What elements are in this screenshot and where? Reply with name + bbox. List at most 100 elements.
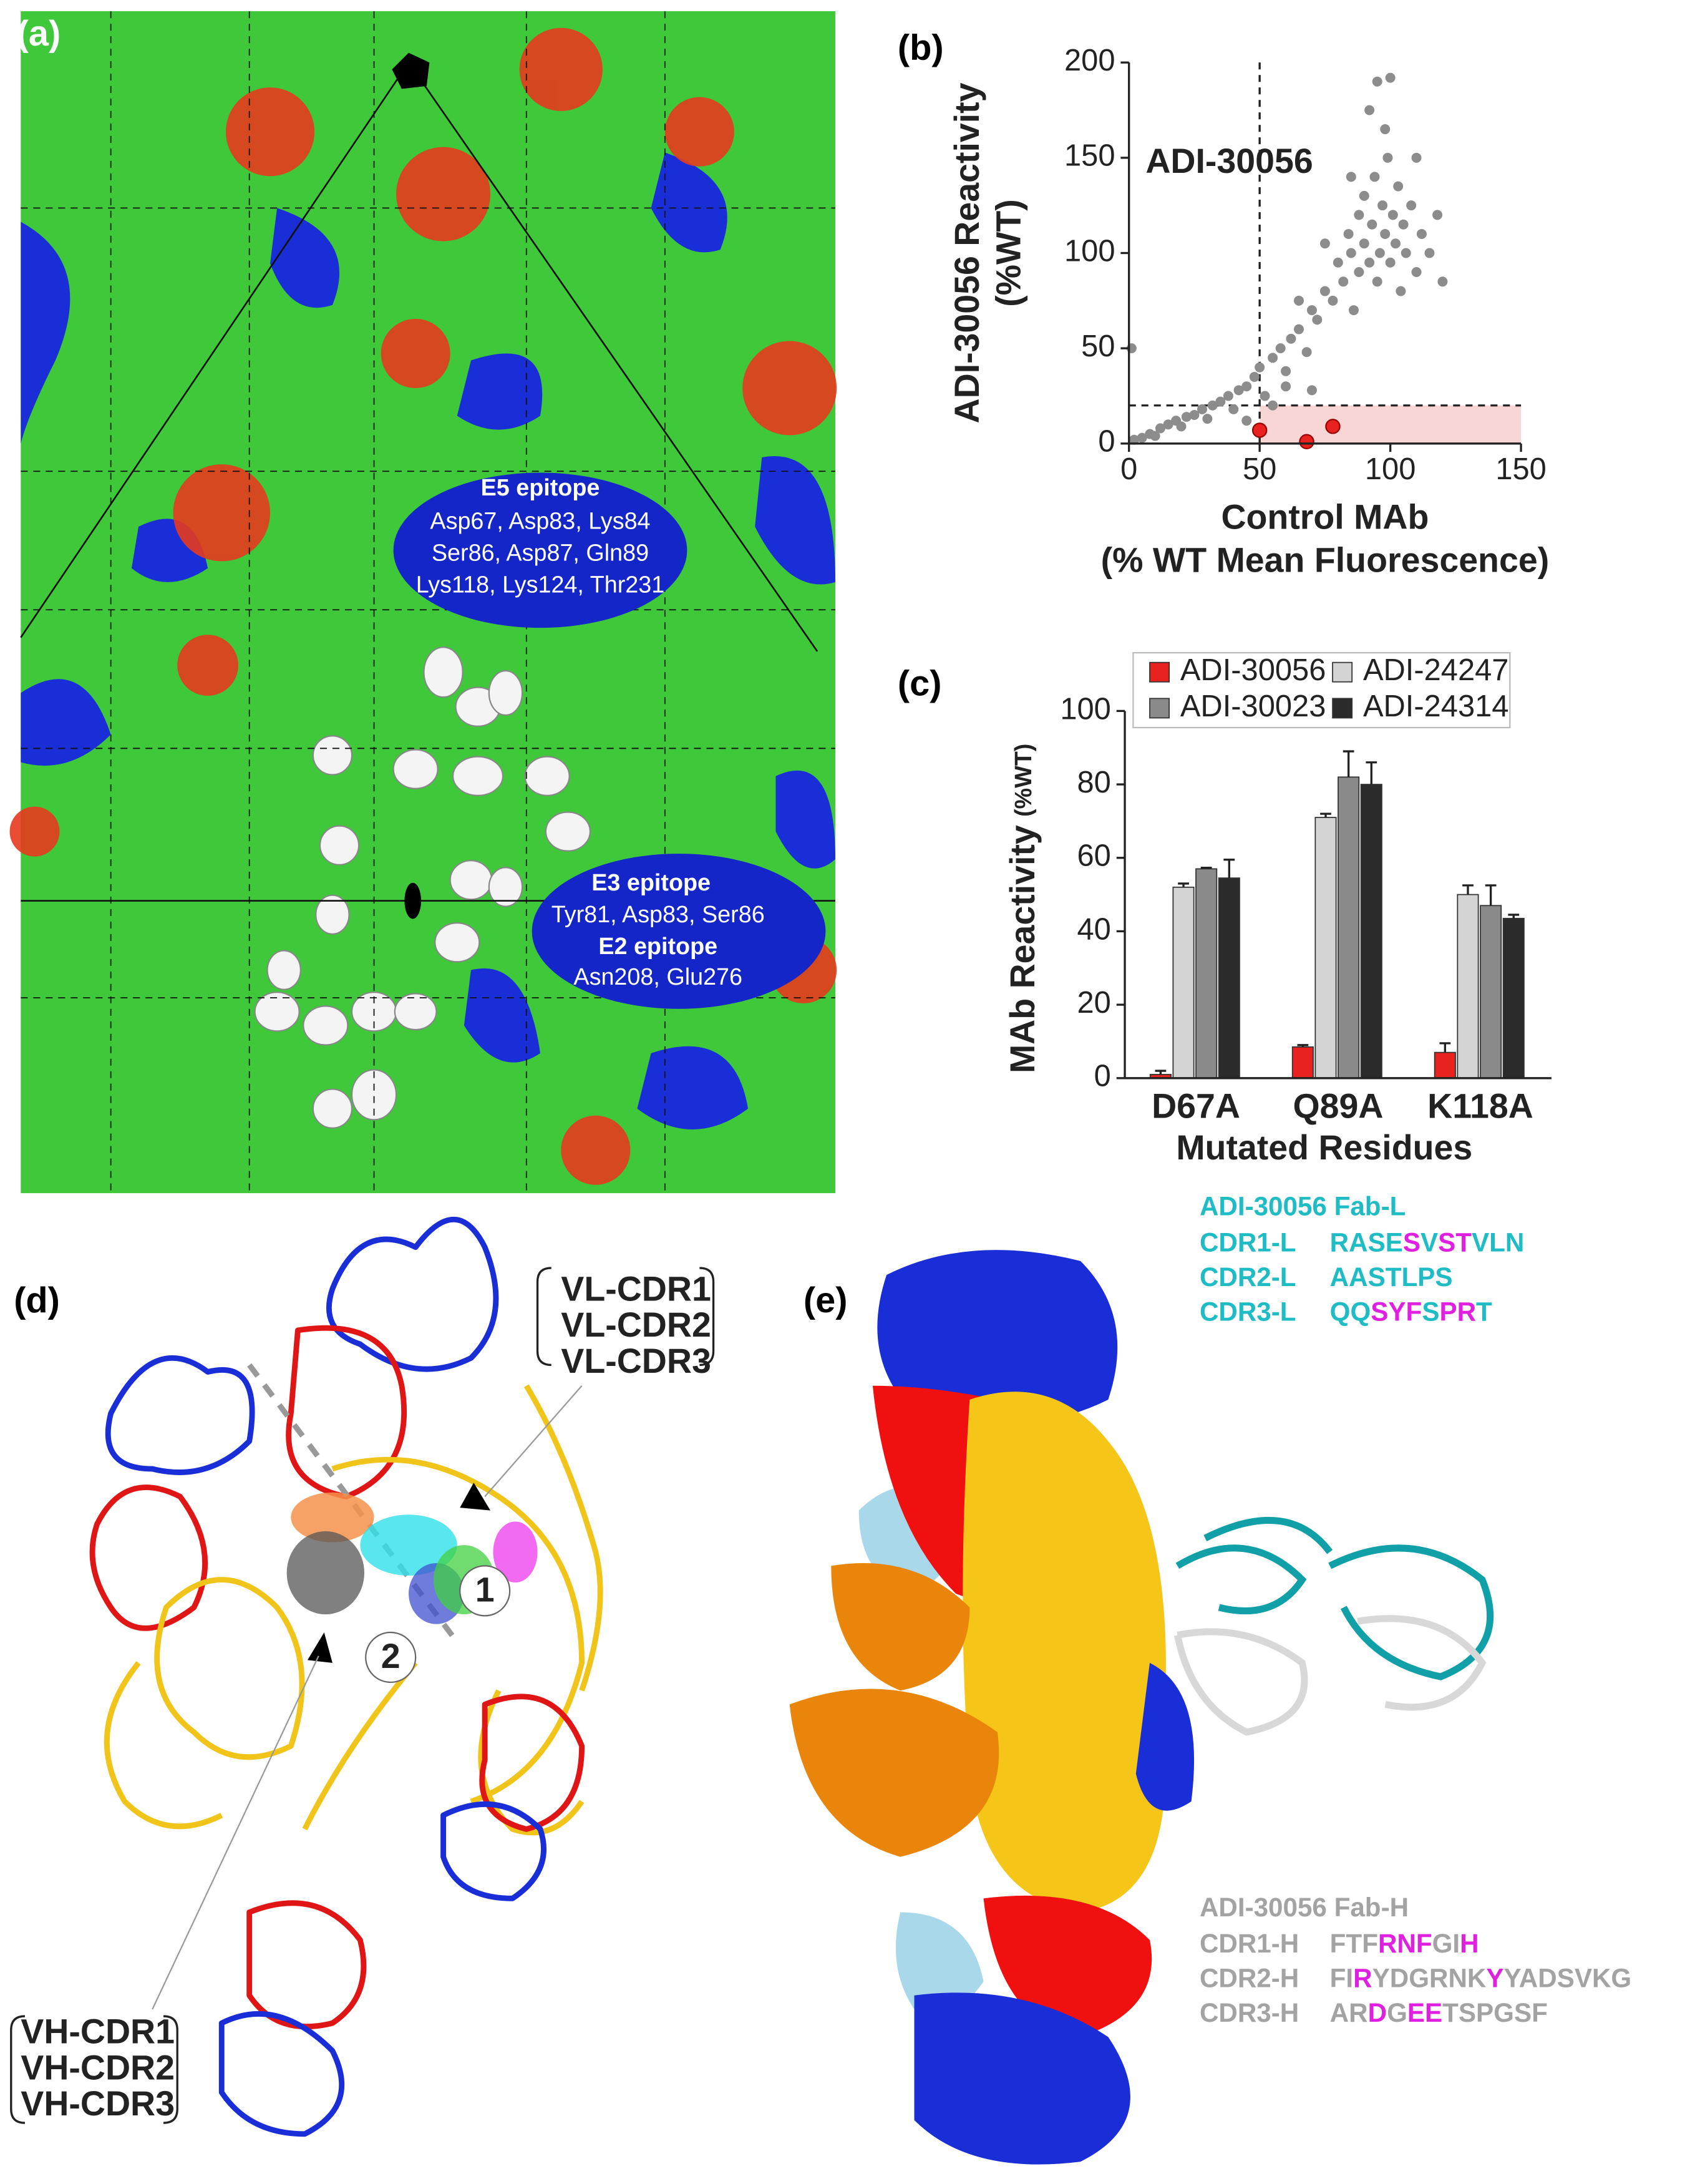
legend-swatch (1149, 661, 1170, 683)
y-axis-label-main: MAb Reactivity (1003, 825, 1042, 1073)
point (1260, 391, 1270, 401)
point (1380, 124, 1391, 135)
point (1346, 172, 1356, 182)
point (1129, 434, 1140, 445)
point (1328, 295, 1338, 306)
point (1281, 381, 1291, 392)
point (1374, 248, 1385, 258)
bar (1360, 784, 1382, 1079)
sequence-segment: AASTLPS (1330, 1262, 1453, 1292)
y-axis-label: MAb Reactivity (%WT) (1003, 744, 1042, 1074)
error-bar (1155, 1070, 1167, 1075)
error-bar (1366, 761, 1377, 785)
bar (1480, 905, 1502, 1079)
fab-title: ADI-30056 Fab-L (1200, 1192, 1406, 1221)
cdr-label: VL-CDR3 (561, 1342, 711, 1380)
epitope-residues-text: Asn208, Glu276 (573, 963, 742, 990)
point (1163, 419, 1173, 430)
point (1333, 257, 1343, 268)
arrowhead (307, 1483, 491, 1663)
point (1215, 396, 1226, 407)
marker-label: 2 (381, 1637, 401, 1675)
sequence-segment: H (1460, 1929, 1479, 1958)
sequence-segment: YDGRNK (1372, 1963, 1487, 1992)
error-bar (1178, 882, 1189, 887)
cdr-label: VH-CDR2 (21, 2048, 175, 2087)
point (1406, 200, 1417, 211)
point (1385, 72, 1396, 83)
epitope-title: E2 epitope (598, 933, 717, 959)
point (1306, 305, 1317, 316)
y-tick-label: 60 (1077, 839, 1110, 873)
error-bar (1223, 859, 1235, 879)
x-tick-label: D67A (1152, 1086, 1240, 1125)
point (1377, 200, 1388, 211)
cdr-label: VH-CDR1 (21, 2012, 175, 2051)
point (1437, 276, 1448, 287)
axis-line (247, 1363, 460, 1644)
point (1411, 152, 1422, 163)
point (1380, 228, 1391, 239)
bar (1457, 894, 1479, 1079)
point (1391, 238, 1401, 249)
threshold-region (1260, 405, 1522, 444)
point (1294, 295, 1304, 306)
sequence-segment: FTF (1330, 1929, 1378, 1958)
point (1385, 257, 1396, 268)
legend-label: ADI-24314 (1363, 690, 1509, 723)
blue-patches (21, 152, 835, 1129)
cdr-label: VH-CDR3 (21, 2084, 175, 2123)
point (1359, 238, 1369, 249)
point (1411, 267, 1422, 278)
sequence-segment: EE (1407, 1998, 1442, 2027)
y-axis-label: ADI-30056 Reactivity (948, 82, 986, 423)
twofold-symbol (404, 882, 422, 919)
error-bar (1297, 1044, 1309, 1047)
sequence-segment: Y (1486, 1963, 1503, 1992)
point (1241, 381, 1252, 392)
point (1401, 248, 1411, 258)
y-tick-label: 40 (1077, 912, 1110, 946)
point (1387, 210, 1398, 220)
epitope-ellipse (393, 472, 687, 628)
x-tick-label: K118A (1427, 1086, 1533, 1125)
point (1181, 412, 1192, 422)
epitope-residues-text: Asp67, Asp83, Lys84 (430, 507, 650, 534)
error-bar (1439, 1042, 1451, 1053)
error-bar (1462, 884, 1474, 895)
point (1364, 257, 1375, 268)
bar (1314, 817, 1337, 1079)
sequence-segment: G (1387, 1998, 1407, 2027)
y-tick-label: 0 (1098, 425, 1115, 459)
point (1372, 276, 1382, 287)
point (1382, 152, 1393, 163)
highlight-point (1251, 422, 1268, 438)
cdr-label: VL-CDR2 (561, 1305, 711, 1344)
point (1207, 400, 1218, 411)
cdr-name: CDR1-H (1200, 1929, 1299, 1958)
sequence-segment: PR (1439, 1297, 1476, 1326)
bracket (536, 1267, 715, 1367)
point (1319, 238, 1330, 249)
panel-label: (e) (804, 1280, 848, 1320)
point (1228, 404, 1239, 414)
point (1241, 416, 1252, 426)
x-tick-label: 100 (1365, 452, 1416, 486)
sequence-segment: ST (1438, 1227, 1472, 1257)
sequence-segment: FI (1330, 1963, 1353, 1992)
point (1306, 385, 1317, 396)
cdr-sequence: AASTLPS (1330, 1262, 1453, 1292)
point (1268, 353, 1278, 363)
point (1312, 314, 1323, 325)
point (1301, 347, 1312, 358)
bar (1434, 1051, 1456, 1079)
x-axis-sublabel: (% WT Mean Fluorescence) (1101, 540, 1550, 579)
point (1275, 343, 1286, 354)
point (1359, 190, 1369, 201)
sequence-segment: GI (1432, 1929, 1460, 1958)
y-tick-label: 50 (1081, 329, 1115, 363)
leader-line (152, 1385, 583, 2010)
cdr-sequence: FTFRNFGIH (1330, 1929, 1479, 1958)
point (1202, 414, 1213, 424)
